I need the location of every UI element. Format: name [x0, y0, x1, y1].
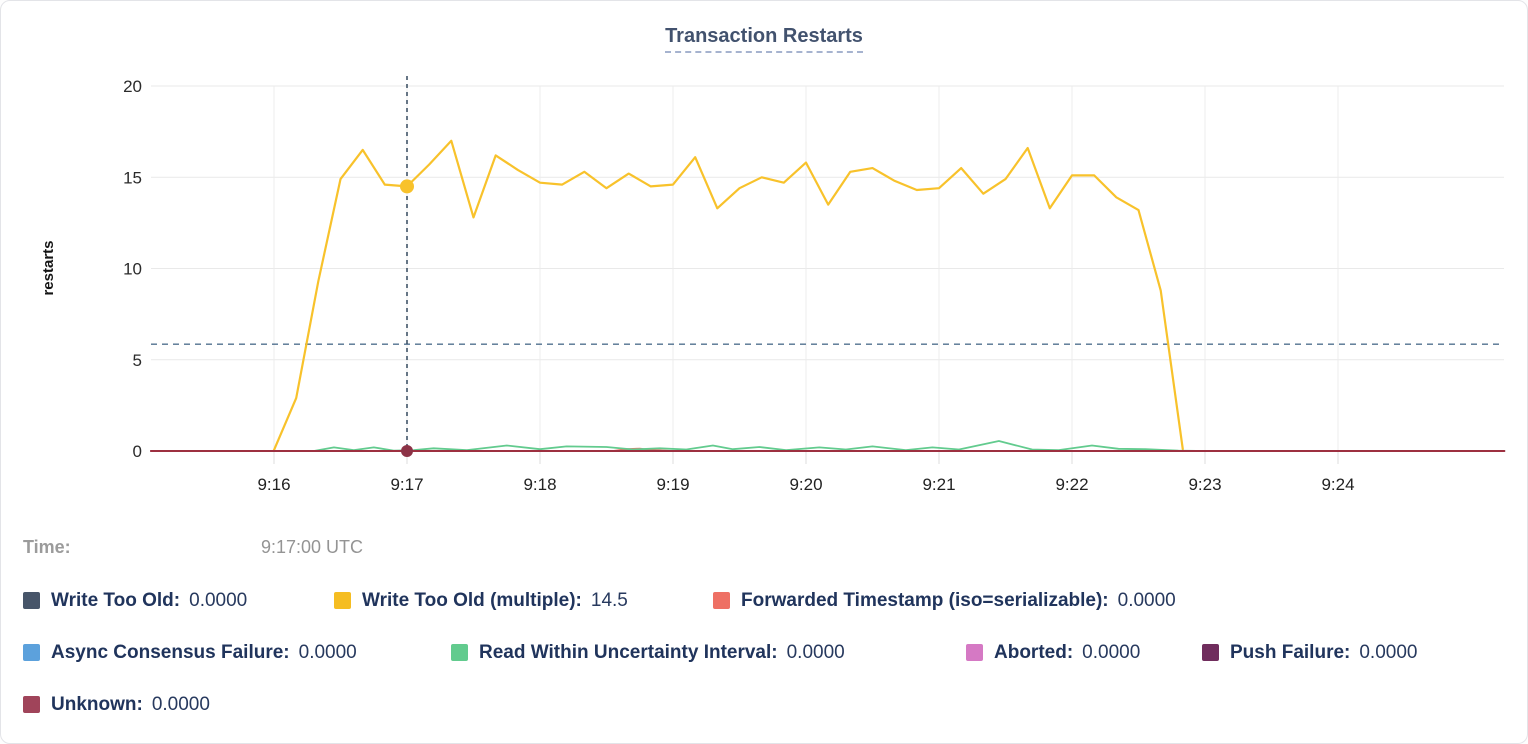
x-tick-label: 9:18 — [523, 475, 556, 494]
hover-time-row: Time: 9:17:00 UTC — [23, 537, 1527, 561]
y-tick-label: 0 — [133, 442, 142, 461]
y-tick-label: 5 — [133, 351, 142, 370]
x-tick-label: 9:23 — [1188, 475, 1221, 494]
legend-item-label: Write Too Old: — [51, 589, 181, 611]
hover-point-write-too-old-multiple[interactable] — [400, 179, 414, 194]
legend-item-label: Aborted: — [994, 641, 1074, 663]
legend-item: Write Too Old: 0.0000 — [23, 590, 334, 612]
legend-item-value: 14.5 — [590, 589, 628, 611]
legend-item-label: Async Consensus Failure: — [51, 641, 290, 663]
time-label: Time: — [23, 537, 71, 557]
y-tick-label: 20 — [123, 77, 142, 96]
transaction-restarts-chart[interactable]: 0 5 10 15 20 9:16 9:17 9:18 9:19 9:20 9:21 9:22 9:23… — [1, 57, 1528, 511]
legend-swatch — [334, 592, 351, 609]
y-tick-label: 10 — [123, 260, 142, 279]
series-line-read-within-uncertainty-interval — [233, 440, 1506, 452]
legend-item: Read Within Uncertainty Interval: 0.0000 — [451, 642, 966, 664]
legend-item-value: 0.0000 — [298, 641, 357, 663]
legend-item-value: 0.0000 — [1359, 641, 1418, 663]
x-tick-label: 9:19 — [656, 475, 689, 494]
legend-swatch — [23, 592, 40, 609]
legend-item-value: 0.0000 — [189, 589, 248, 611]
legend-item-value: 0.0000 — [151, 693, 210, 715]
y-axis-label: restarts — [40, 240, 57, 295]
legend-row: Async Consensus Failure: 0.0000 Read Withi… — [23, 641, 1505, 664]
legend-item-label: Unknown: — [51, 693, 143, 715]
legend-swatch — [1202, 644, 1219, 661]
legend-item: Unknown: 0.0000 — [23, 694, 210, 716]
series-line-write-too-old-multiple — [272, 139, 1184, 452]
legend-swatch — [713, 592, 730, 609]
legend-item: Push Failure: 0.0000 — [1202, 642, 1417, 664]
legend-swatch — [23, 644, 40, 661]
time-value: 9:17:00 UTC — [261, 537, 364, 557]
legend-item: Aborted: 0.0000 — [966, 642, 1202, 664]
legend-item-label: Forwarded Timestamp (iso=serializable): — [741, 589, 1109, 611]
legend-swatch — [451, 644, 468, 661]
legend-item-label: Push Failure: — [1230, 641, 1351, 663]
x-tick-label: 9:20 — [789, 475, 822, 494]
chart-title[interactable]: Transaction Restarts — [665, 25, 863, 53]
legend-item-value: 0.0000 — [1082, 641, 1141, 663]
legend-row: Write Too Old: 0.0000 Write Too Old (multi… — [23, 589, 1505, 612]
legend-item-label: Read Within Uncertainty Interval: — [479, 641, 778, 663]
x-tick-label: 9:16 — [257, 475, 290, 494]
legend: Write Too Old: 0.0000 Write Too Old (multi… — [23, 589, 1505, 716]
legend-row: Unknown: 0.0000 — [23, 693, 1505, 716]
legend-swatch — [966, 644, 983, 661]
x-tick-label: 9:17 — [390, 475, 423, 494]
legend-item-label: Write Too Old (multiple): — [362, 589, 582, 611]
x-tick-label: 9:21 — [922, 475, 955, 494]
legend-item-value: 0.0000 — [786, 641, 845, 663]
legend-item: Forwarded Timestamp (iso=serializable): 0… — [713, 590, 1176, 612]
legend-swatch — [23, 696, 40, 713]
y-tick-label: 15 — [123, 168, 142, 187]
x-tick-label: 9:24 — [1321, 475, 1354, 494]
legend-item: Async Consensus Failure: 0.0000 — [23, 642, 451, 664]
hover-point-unknown[interactable] — [401, 445, 413, 457]
x-tick-label: 9:22 — [1055, 475, 1088, 494]
legend-item: Write Too Old (multiple): 14.5 — [334, 590, 713, 612]
legend-item-value: 0.0000 — [1117, 589, 1176, 611]
chart-header: Transaction Restarts — [1, 1, 1527, 57]
